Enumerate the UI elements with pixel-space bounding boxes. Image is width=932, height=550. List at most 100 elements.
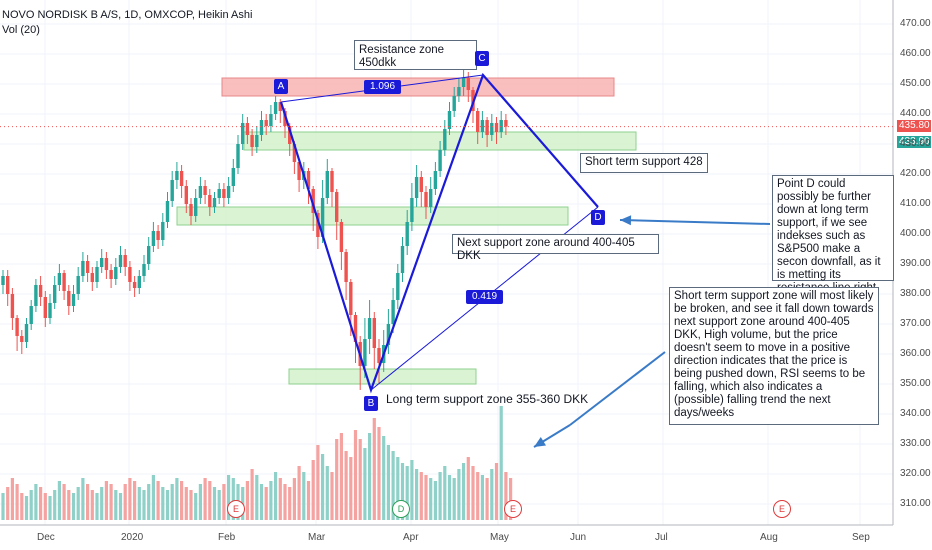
candle-body: [504, 120, 508, 127]
candle-body: [114, 267, 118, 279]
volume-bar: [494, 463, 499, 520]
volume-bar: [95, 493, 99, 520]
candle-body: [29, 306, 33, 324]
earnings-event-marker[interactable]: E: [227, 500, 245, 518]
price-axis-tick: 340.00: [900, 408, 931, 419]
candle-body: [95, 267, 99, 282]
harmonic-pattern-leg: [279, 72, 599, 394]
volume-bar: [306, 481, 311, 520]
candle-body: [10, 294, 15, 318]
point-d-arrow-head: [620, 215, 632, 226]
volume-bar: [203, 478, 207, 520]
candle-body: [457, 87, 461, 96]
time-axis-tick: Dec: [37, 532, 55, 543]
volume-bar: [67, 490, 71, 520]
next-support-note[interactable]: Next support zone around 400-405 DKK: [452, 234, 659, 262]
candle-body: [1, 276, 5, 285]
price-axis-tick: 420.00: [900, 168, 931, 179]
pattern-point-a[interactable]: A: [274, 79, 288, 94]
candle-body: [142, 264, 146, 276]
volume-bar: [311, 460, 315, 520]
earnings-event-marker[interactable]: E: [504, 500, 522, 518]
time-axis-tick: Jun: [570, 532, 587, 543]
candle-body: [231, 168, 235, 186]
candle-body: [283, 111, 287, 126]
short-term-arrow-line: [569, 351, 666, 426]
candle-body: [226, 186, 231, 198]
candle-body: [269, 114, 273, 126]
pattern-point-b[interactable]: B: [364, 396, 378, 411]
candle-body: [490, 123, 494, 135]
candle-body: [104, 258, 109, 270]
short-term-support-note[interactable]: Short term support 428: [580, 153, 708, 173]
candle-body: [429, 189, 433, 207]
candle-body: [212, 198, 217, 207]
volume-bar: [363, 448, 367, 520]
candle-body: [179, 171, 184, 186]
point-d-note[interactable]: Point D could possibly be further down a…: [772, 175, 894, 307]
candle-body: [377, 348, 381, 363]
short-term-analysis-note[interactable]: Short term support zone will most likely…: [669, 287, 879, 425]
volume-bar: [151, 475, 155, 520]
volume-bar: [419, 472, 423, 520]
ratio-label-ac: 1.096: [364, 80, 402, 94]
candle-body: [20, 336, 24, 342]
candle-body: [85, 261, 90, 273]
volume-bar: [429, 478, 433, 520]
long-term-support-note[interactable]: Long term support zone 355-360 DKK: [386, 392, 589, 406]
volume-bar: [288, 487, 292, 520]
pattern-point-c[interactable]: C: [475, 51, 489, 66]
volume-bar: [457, 469, 461, 520]
time-axis-tick: Feb: [218, 532, 236, 543]
candle-body: [480, 120, 485, 132]
candle-body: [353, 315, 358, 342]
time-axis-tick: Aug: [760, 532, 778, 543]
volume-bar: [415, 469, 419, 520]
time-axis-tick: 2020: [121, 532, 144, 543]
volume-bar: [81, 478, 85, 520]
resistance-zone-note[interactable]: Resistance zone 450dkk: [354, 40, 477, 70]
volume-bar: [499, 406, 503, 520]
candle-body: [161, 222, 165, 240]
candle-body: [175, 171, 179, 180]
volume-bar: [405, 466, 409, 520]
candle-body: [339, 222, 344, 252]
volume-bar: [504, 472, 508, 520]
candle-body: [311, 189, 315, 213]
candle-body: [241, 123, 245, 144]
candle-body: [386, 324, 391, 345]
candle-body: [67, 291, 71, 306]
volume-bar: [485, 478, 489, 520]
volume-bar: [245, 481, 249, 520]
price-axis-tick: 470.00: [900, 18, 931, 29]
candle-body: [461, 78, 466, 87]
chart-title: NOVO NORDISK B A/S, 1D, OMXCOP, Heikin A…: [2, 9, 253, 21]
dividend-event-marker[interactable]: D: [392, 500, 410, 518]
candle-body: [485, 120, 489, 135]
volume-bar: [255, 475, 259, 520]
candle-body: [6, 276, 10, 294]
candle-body: [410, 198, 414, 222]
candle-body: [499, 120, 503, 132]
volume-bar: [109, 484, 113, 520]
volume-bar: [490, 469, 494, 520]
volume-bar: [330, 472, 334, 520]
candle-body: [198, 186, 203, 198]
volume-bar: [48, 496, 52, 520]
volume-bar: [438, 472, 442, 520]
candle-body: [245, 123, 250, 135]
volume-bar: [137, 487, 141, 520]
volume-bar: [6, 487, 10, 520]
time-axis-tick: Jul: [655, 532, 668, 543]
candle-body: [100, 258, 104, 267]
candle-body: [278, 102, 282, 111]
candle-body: [330, 171, 334, 192]
zone-next-support: [176, 206, 569, 226]
volume-bar: [466, 457, 470, 520]
pattern-point-d[interactable]: D: [591, 210, 605, 225]
earnings-event-marker[interactable]: E: [773, 500, 791, 518]
candle-body: [43, 297, 47, 318]
volume-bar: [189, 490, 193, 520]
volume-bar: [39, 487, 43, 520]
